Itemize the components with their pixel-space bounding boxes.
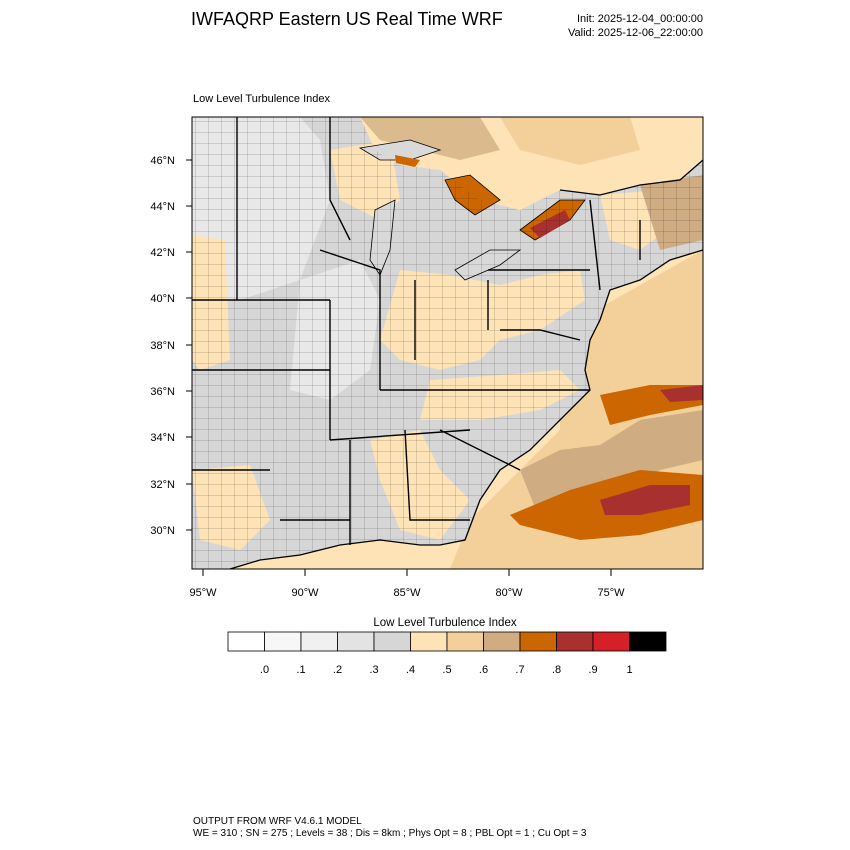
colorbar-swatch bbox=[300, 631, 338, 652]
colorbar-tick-label: .7 bbox=[515, 664, 524, 676]
lon-label: 80°W bbox=[495, 587, 523, 599]
lake-spot bbox=[395, 155, 420, 167]
colorbar-swatch bbox=[519, 631, 557, 652]
lat-label: 44°N bbox=[150, 201, 175, 213]
lon-label: 95°W bbox=[189, 587, 217, 599]
colorbar-swatch bbox=[629, 631, 667, 652]
colorbar-tick-label: .0 bbox=[260, 664, 269, 676]
brown-patch-superior bbox=[360, 117, 500, 160]
map-frame bbox=[191, 116, 704, 570]
lat-label: 42°N bbox=[150, 247, 175, 259]
colorbar-tick-label: .6 bbox=[479, 664, 488, 676]
map-figure: 46°N 44°N 42°N 40°N 38°N 36°N 34°N 32°N … bbox=[150, 116, 704, 676]
colorbar-tick-label: .5 bbox=[442, 664, 451, 676]
lon-label: 85°W bbox=[393, 587, 421, 599]
colorbar-tick-label: .8 bbox=[552, 664, 561, 676]
colorbar-swatch bbox=[556, 631, 594, 652]
colorbar-tick-label: 1 bbox=[626, 664, 632, 676]
state-boundaries bbox=[192, 117, 641, 545]
map-area bbox=[192, 117, 703, 569]
red-band-lower bbox=[600, 485, 690, 515]
red-band-upper bbox=[660, 385, 703, 402]
colorbar-swatch bbox=[410, 631, 448, 652]
colorbar-title: Low Level Turbulence Index bbox=[373, 617, 517, 629]
lat-label: 40°N bbox=[150, 293, 175, 305]
colorbar-tick-label: .9 bbox=[588, 664, 597, 676]
county-lines bbox=[192, 117, 703, 569]
colorbar-swatch bbox=[483, 631, 521, 652]
lat-label: 32°N bbox=[150, 479, 175, 491]
colorbar-swatch bbox=[337, 631, 375, 652]
colorbar-swatch bbox=[592, 631, 630, 652]
lat-axis bbox=[186, 159, 192, 531]
coastline bbox=[229, 159, 703, 569]
colorbar-swatch bbox=[373, 631, 411, 652]
page-title: IWFAQRP Eastern US Real Time WRF bbox=[191, 9, 503, 29]
lat-label: 38°N bbox=[150, 340, 175, 352]
colorbar-tick-label: .1 bbox=[296, 664, 305, 676]
lon-label: 75°W bbox=[597, 587, 625, 599]
map-subtitle: Low Level Turbulence Index bbox=[193, 93, 330, 105]
tan-patch-on bbox=[500, 117, 640, 165]
lat-label: 46°N bbox=[150, 155, 175, 167]
colorbar-swatch bbox=[227, 631, 265, 652]
footer-model: OUTPUT FROM WRF V4.6.1 MODEL bbox=[193, 816, 362, 827]
colorbar bbox=[227, 631, 667, 652]
init-time: Init: 2025-12-04_00:00:00 bbox=[577, 13, 703, 25]
lon-label: 90°W bbox=[291, 587, 319, 599]
lat-label: 34°N bbox=[150, 432, 175, 444]
lat-label: 30°N bbox=[150, 525, 175, 537]
colorbar-labels: .0 .1 .2 .3 .4 .5 .6 .7 .8 .9 1 bbox=[260, 664, 633, 676]
colorbar-tick-label: .4 bbox=[406, 664, 415, 676]
colorbar-swatch bbox=[264, 631, 302, 652]
colorbar-tick-label: .2 bbox=[333, 664, 342, 676]
valid-time: Valid: 2025-12-06_22:00:00 bbox=[568, 27, 703, 39]
lat-label: 36°N bbox=[150, 386, 175, 398]
colorbar-tick-label: .3 bbox=[369, 664, 378, 676]
footer-params: WE = 310 ; SN = 275 ; Levels = 38 ; Dis … bbox=[193, 828, 587, 839]
colorbar-swatch bbox=[446, 631, 484, 652]
lon-axis bbox=[202, 569, 612, 576]
